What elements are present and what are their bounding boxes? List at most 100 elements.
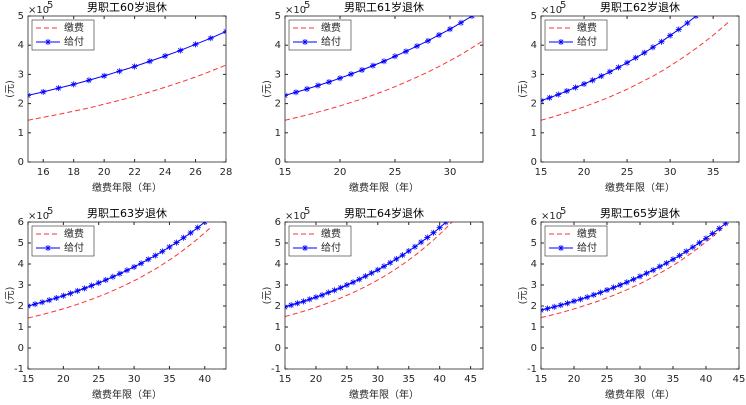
y-tick-label: 6 (275, 217, 281, 228)
data-marker (667, 32, 674, 39)
chart-title: 男职工64岁退休 (344, 206, 424, 220)
y-tick-label: 6 (531, 217, 537, 228)
chart-title: 男职工62岁退休 (600, 0, 680, 14)
y-tick-label: 3 (275, 69, 281, 80)
y-tick-label: 4 (18, 40, 24, 51)
x-tick-label: 35 (402, 374, 415, 385)
data-marker (343, 282, 350, 288)
data-marker (597, 289, 604, 296)
y-exponent: 5 (47, 206, 53, 217)
y-tick-label: 3 (531, 69, 537, 80)
y-multiplier: ×10 (28, 5, 49, 16)
y-tick-label: 2 (275, 99, 281, 110)
data-marker (696, 239, 703, 246)
data-marker (95, 279, 102, 286)
data-marker (293, 89, 299, 96)
legend-label: 给付 (64, 35, 84, 48)
data-marker (288, 302, 295, 309)
data-marker (159, 248, 166, 255)
x-tick-label: 28 (220, 167, 233, 178)
data-marker (577, 296, 584, 303)
x-tick-label: 20 (98, 167, 111, 178)
y-multiplier: ×10 (285, 5, 306, 16)
data-marker (544, 305, 551, 312)
y-tick-label: 3 (275, 280, 281, 291)
series-line (541, 20, 731, 121)
legend-label: 给付 (321, 241, 341, 254)
data-marker (124, 267, 130, 274)
data-marker (312, 294, 319, 301)
y-tick-label: 2 (531, 301, 537, 312)
legend-box (288, 19, 352, 51)
x-axis-label: 缴费年限（年） (349, 181, 419, 194)
y-tick-label: 0 (18, 157, 24, 168)
legend-marker (45, 39, 51, 45)
data-marker (610, 284, 617, 291)
data-marker (162, 53, 169, 60)
data-marker (430, 229, 437, 236)
x-tick-label: 16 (37, 167, 50, 178)
y-multiplier: ×10 (541, 5, 562, 16)
data-marker (40, 88, 47, 95)
data-marker (571, 298, 577, 305)
y-axis-label: (元) (518, 80, 529, 98)
data-marker (637, 273, 643, 280)
x-tick-label: 15 (279, 167, 292, 178)
x-tick-label: 20 (57, 374, 70, 385)
data-marker (331, 287, 338, 294)
x-tick-label: 15 (22, 374, 35, 385)
y-tick-label: 5 (18, 11, 24, 22)
data-marker (557, 302, 564, 309)
legend-box (544, 225, 608, 257)
data-marker (138, 260, 145, 267)
data-marker (663, 260, 670, 267)
data-marker (551, 303, 558, 310)
data-marker (101, 72, 108, 79)
data-marker (368, 270, 375, 277)
y-tick-label: 0 (275, 343, 281, 354)
series-line (28, 226, 213, 319)
data-marker (447, 26, 453, 33)
data-marker (67, 290, 74, 297)
series-line (285, 40, 483, 121)
data-marker (641, 49, 648, 56)
y-tick-label: 3 (18, 280, 24, 291)
legend-label: 缴费 (321, 21, 341, 34)
data-marker (39, 299, 46, 306)
data-marker (564, 300, 571, 307)
y-tick-label: 0 (531, 343, 537, 354)
y-multiplier: ×10 (541, 211, 562, 222)
plot-area (285, 222, 453, 317)
data-marker (46, 297, 53, 304)
x-tick-label: 30 (128, 374, 141, 385)
y-tick-label: 2 (18, 301, 24, 312)
data-marker (192, 41, 199, 48)
data-marker (370, 62, 376, 69)
data-marker (304, 86, 310, 92)
x-axis-label: 缴费年限（年） (92, 388, 162, 401)
data-marker (656, 263, 663, 270)
y-axis-label: (元) (5, 80, 16, 98)
x-tick-label: 35 (667, 374, 680, 385)
x-tick-label: 20 (310, 374, 323, 385)
x-tick-label: 35 (707, 167, 720, 178)
legend-label: 给付 (577, 35, 597, 48)
y-tick-label: 0 (531, 157, 537, 168)
data-marker (604, 287, 610, 294)
data-marker (650, 267, 657, 274)
plot-area (541, 16, 731, 121)
chart-title: 男职工63岁退休 (87, 206, 167, 220)
data-marker (606, 68, 613, 75)
x-tick-label: 45 (733, 374, 746, 385)
x-tick-label: 40 (700, 374, 713, 385)
data-marker (555, 91, 562, 98)
x-tick-label: 26 (189, 167, 202, 178)
legend-box (288, 225, 352, 257)
legend-box (544, 19, 608, 51)
data-marker (381, 58, 387, 65)
data-marker (458, 19, 464, 26)
y-tick-label: 0 (18, 343, 24, 354)
